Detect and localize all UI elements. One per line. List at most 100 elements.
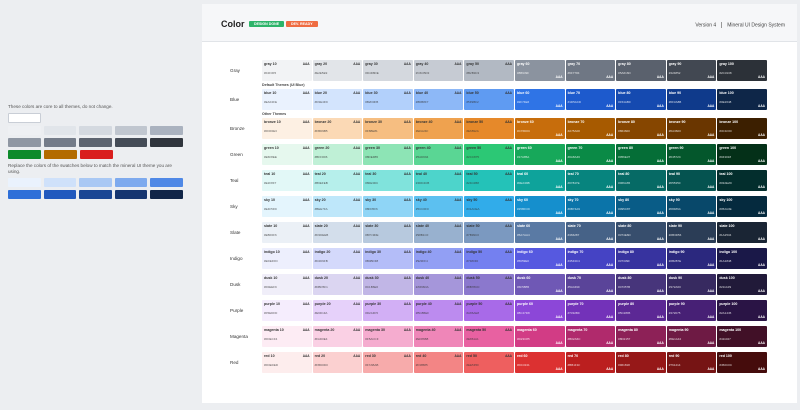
color-swatch[interactable]: sky 90 #08486A AAA <box>666 196 717 217</box>
core-swatch[interactable] <box>79 138 112 147</box>
core-swatch[interactable] <box>8 150 41 159</box>
color-swatch[interactable]: teal 60 #0EA39B AAA <box>514 170 565 191</box>
color-swatch[interactable]: blue 90 #0F3A8B AAA <box>666 89 717 110</box>
color-swatch[interactable]: magenta 80 #8D2157 AAA <box>616 326 666 347</box>
theme-swatch[interactable] <box>8 190 41 199</box>
color-swatch[interactable]: indigo 10 #EDEFFD AAA <box>262 248 312 269</box>
color-swatch[interactable]: bronze 90 #6A3600 AAA <box>666 118 717 139</box>
color-swatch[interactable]: green 60 #17A85A AAA <box>514 144 565 165</box>
color-swatch[interactable]: dusk 70 #5A4499 AAA <box>565 274 616 295</box>
core-swatch[interactable] <box>8 126 41 135</box>
color-swatch[interactable]: red 50 #EE5F5F AAA <box>464 352 514 373</box>
color-swatch[interactable]: gray 60 #8B939F AAA <box>514 60 565 81</box>
core-swatch[interactable] <box>8 138 41 147</box>
color-swatch[interactable]: indigo 40 #929FF4 AAA <box>413 248 464 269</box>
color-swatch[interactable]: indigo 50 #7480F0 AAA <box>464 248 514 269</box>
color-swatch[interactable]: dusk 50 #8B78CD AAA <box>464 274 514 295</box>
theme-swatch[interactable] <box>43 190 77 199</box>
color-swatch[interactable]: red 30 #F7ABAB AAA <box>363 352 413 373</box>
color-swatch[interactable]: sky 60 #158FCD AAA <box>514 196 565 217</box>
color-swatch[interactable]: gray 80 #5A616D AAA <box>616 60 666 81</box>
core-swatch[interactable] <box>114 138 148 147</box>
color-swatch[interactable]: gray 50 #B2B9C3 AAA <box>464 60 514 81</box>
color-swatch[interactable]: sky 50 #31ACEA AAA <box>464 196 514 217</box>
color-swatch[interactable]: green 70 #0A8A46 AAA <box>565 144 616 165</box>
theme-swatch[interactable] <box>114 178 148 187</box>
color-swatch[interactable]: blue 20 #D3E4FD AAA <box>312 89 363 110</box>
color-swatch[interactable]: red 10 #FDEDED AAA <box>262 352 312 373</box>
color-swatch[interactable]: red 90 #761414 AAA <box>666 352 717 373</box>
color-swatch[interactable]: blue 40 #8DB8F7 AAA <box>413 89 464 110</box>
color-swatch[interactable]: dusk 10 #F0EEF9 AAA <box>262 274 312 295</box>
theme-swatch[interactable] <box>79 178 112 187</box>
core-swatch[interactable] <box>150 126 183 135</box>
color-swatch[interactable]: red 80 #961818 AAA <box>616 352 666 373</box>
color-swatch[interactable]: bronze 70 #A75A00 AAA <box>565 118 616 139</box>
color-swatch[interactable]: teal 30 #80E3DC AAA <box>363 170 413 191</box>
color-swatch[interactable]: slate 70 #466287 AAA <box>565 222 616 243</box>
color-swatch[interactable]: bronze 100 #3C1F00 AAA <box>717 118 767 139</box>
color-swatch[interactable]: purple 20 #E6D1FA AAA <box>312 300 363 321</box>
color-swatch[interactable]: indigo 60 #5659E0 AAA <box>514 248 565 269</box>
color-swatch[interactable]: slate 10 #EBF0F6 AAA <box>262 222 312 243</box>
theme-swatch[interactable] <box>150 190 183 199</box>
color-swatch[interactable]: magenta 60 #D23C85 AAA <box>514 326 565 347</box>
color-swatch[interactable]: purple 50 #A86AE8 AAA <box>464 300 514 321</box>
color-swatch[interactable]: slate 90 #2B3D56 AAA <box>666 222 717 243</box>
color-swatch[interactable]: sky 70 #0B74A9 AAA <box>565 196 616 217</box>
color-swatch[interactable]: slate 50 #7B99C0 AAA <box>464 222 514 243</box>
theme-swatch[interactable] <box>43 178 77 187</box>
color-swatch[interactable]: green 90 #04572C AAA <box>666 144 717 165</box>
theme-swatch[interactable] <box>8 178 41 187</box>
color-swatch[interactable]: bronze 20 #FBD9B5 AAA <box>312 118 363 139</box>
color-swatch[interactable]: green 30 #8DE4B5 AAA <box>363 144 413 165</box>
color-swatch[interactable]: dusk 90 #372A60 AAA <box>666 274 717 295</box>
color-swatch[interactable]: green 50 #2CC875 AAA <box>464 144 514 165</box>
color-swatch[interactable]: indigo 70 #4543C4 AAA <box>565 248 616 269</box>
color-swatch[interactable]: sky 40 #5CC0F0 AAA <box>413 196 464 217</box>
color-swatch[interactable]: bronze 40 #EFA24F AAA <box>413 118 464 139</box>
color-swatch[interactable]: slate 40 #98B1CF AAA <box>413 222 464 243</box>
color-swatch[interactable]: purple 10 #F5EDFD AAA <box>262 300 312 321</box>
color-swatch[interactable]: magenta 40 #EF86B8 AAA <box>413 326 464 347</box>
color-swatch[interactable]: sky 30 #8FD5F6 AAA <box>363 196 413 217</box>
color-swatch[interactable]: magenta 90 #6E1A44 AAA <box>666 326 717 347</box>
color-swatch[interactable]: magenta 10 #FDECF4 AAA <box>262 326 312 347</box>
color-swatch[interactable]: magenta 50 #E861A1 AAA <box>464 326 514 347</box>
color-swatch[interactable]: purple 90 #472075 AAA <box>666 300 717 321</box>
color-swatch[interactable]: red 100 #450C0C AAA <box>717 352 767 373</box>
color-swatch[interactable]: gray 20 #E2E5E9 AAA <box>312 60 363 81</box>
core-swatch[interactable] <box>43 138 77 147</box>
color-swatch[interactable]: slate 80 #374E6D AAA <box>616 222 666 243</box>
color-swatch[interactable]: green 40 #5AD694 AAA <box>413 144 464 165</box>
theme-swatch[interactable] <box>114 190 148 199</box>
color-swatch[interactable]: gray 70 #6F7784 AAA <box>565 60 616 81</box>
color-swatch[interactable]: gray 30 #D4D8DE AAA <box>363 60 413 81</box>
color-swatch[interactable]: indigo 30 #B4BDF8 AAA <box>363 248 413 269</box>
color-swatch[interactable]: bronze 10 #FDF0E3 AAA <box>262 118 312 139</box>
color-swatch[interactable]: sky 80 #095C87 AAA <box>616 196 666 217</box>
color-swatch[interactable]: purple 60 #8C47D8 AAA <box>514 300 565 321</box>
color-swatch[interactable]: teal 80 #066A65 AAA <box>616 170 666 191</box>
color-swatch[interactable]: teal 20 #B6EFEB AAA <box>312 170 363 191</box>
color-swatch[interactable]: magenta 70 #B02A6C AAA <box>565 326 616 347</box>
color-swatch[interactable]: red 70 #BB1F1F AAA <box>565 352 616 373</box>
color-swatch[interactable]: green 100 #043018 AAA <box>717 144 767 165</box>
color-swatch[interactable]: slate 60 #5A7AA4 AAA <box>514 222 565 243</box>
color-swatch[interactable]: purple 30 #D2AFF5 AAA <box>363 300 413 321</box>
color-swatch[interactable]: red 60 #DC3131 AAA <box>514 352 565 373</box>
color-swatch[interactable]: indigo 80 #37339F AAA <box>616 248 666 269</box>
color-swatch[interactable]: blue 70 #1D5ACD AAA <box>565 89 616 110</box>
color-swatch[interactable]: dusk 80 #47357B AAA <box>616 274 666 295</box>
color-swatch[interactable]: dusk 100 #211A39 AAA <box>717 274 767 295</box>
color-swatch[interactable]: bronze 30 #F6BE81 AAA <box>363 118 413 139</box>
color-swatch[interactable]: dusk 20 #DBD5F1 AAA <box>312 274 363 295</box>
core-swatch[interactable] <box>150 138 183 147</box>
color-swatch[interactable]: indigo 100 #1A1848 AAA <box>717 248 767 269</box>
color-swatch[interactable]: indigo 20 #D4D9FB AAA <box>312 248 363 269</box>
color-swatch[interactable]: bronze 50 #E6892A AAA <box>464 118 514 139</box>
color-swatch[interactable]: teal 50 #24C2B8 AAA <box>464 170 514 191</box>
color-swatch[interactable]: magenta 30 #F5ACCF AAA <box>363 326 413 347</box>
theme-swatch[interactable] <box>79 190 112 199</box>
color-swatch[interactable]: blue 60 #2F74E6 AAA <box>514 89 565 110</box>
